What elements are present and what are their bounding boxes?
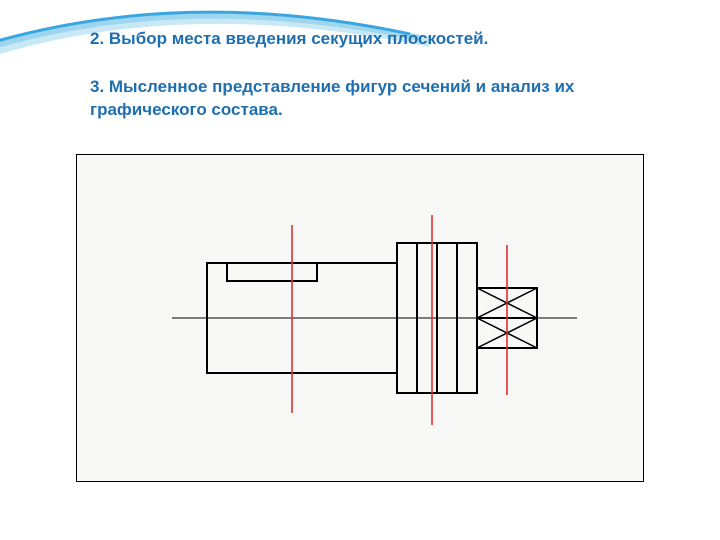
figure-frame — [76, 154, 644, 482]
heading-step-3: 3. Мысленное представление фигур сечений… — [90, 76, 630, 122]
technical-drawing — [77, 155, 643, 481]
heading-step-2: 2. Выбор места введения секущих плоскост… — [90, 28, 488, 51]
